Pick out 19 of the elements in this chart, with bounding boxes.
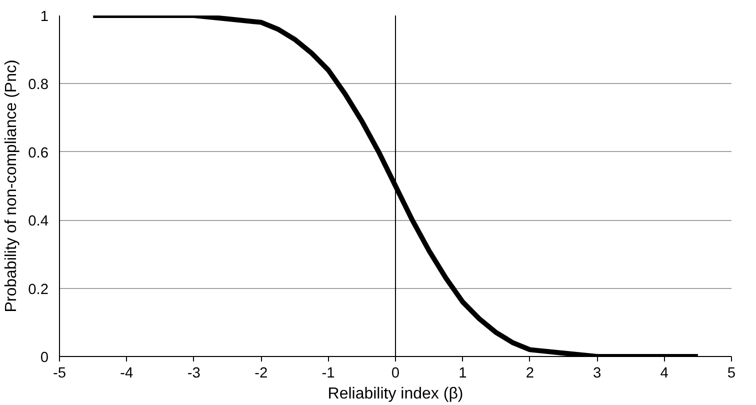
x-axis-title: Reliability index (β) [328, 386, 464, 402]
x-tick-label: 0 [391, 366, 400, 382]
x-tick-label: 5 [727, 366, 736, 382]
y-tick-label: 1 [40, 9, 49, 25]
x-tick-label: 4 [660, 366, 668, 382]
x-tick-label: -5 [52, 366, 66, 382]
y-axis-title: Probability of non-compliance (Pnc) [3, 60, 20, 312]
x-tick-label: 1 [458, 366, 467, 382]
x-tick-label: 3 [593, 366, 602, 382]
x-tick-label: -3 [187, 366, 200, 382]
y-tick-label: 0.6 [28, 145, 48, 162]
x-tick-label: -2 [254, 366, 268, 382]
y-tick-label: 0 [40, 350, 49, 366]
y-tick-label: 0.8 [28, 77, 48, 94]
y-tick-label: 0.4 [28, 214, 48, 230]
x-tick-label: -4 [120, 366, 134, 382]
x-tick-label: 2 [526, 366, 534, 382]
x-tick-label: -1 [322, 366, 335, 382]
y-tick-label: 0.2 [28, 282, 48, 298]
